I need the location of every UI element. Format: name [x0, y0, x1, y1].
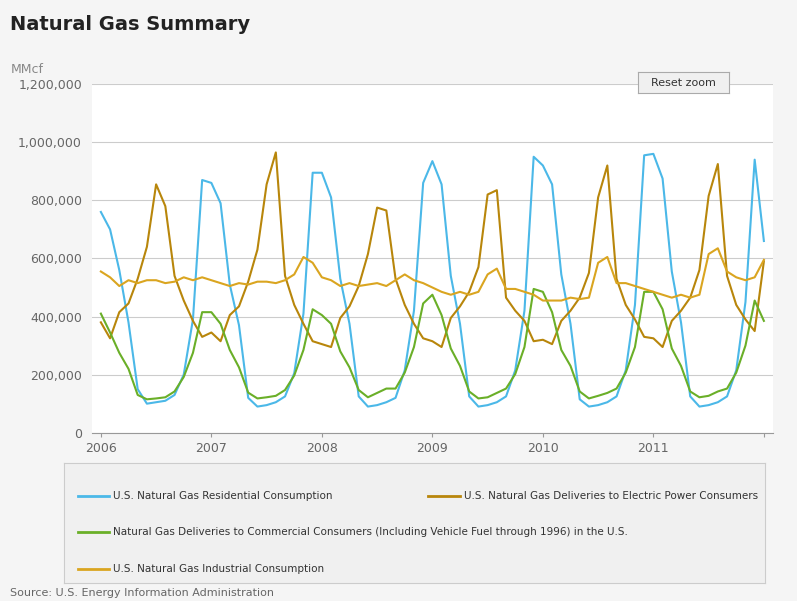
U.S. Natural Gas Deliveries to Electric Power Consumers: [271, 149, 281, 156]
U.S. Natural Gas Industrial Consumption: [676, 291, 685, 298]
U.S. Natural Gas Deliveries to Electric Power Consumers: [446, 314, 456, 322]
Natural Gas Deliveries to Commercial Consumers (Including Vehicle Fuel through 1996) in the U.S.: [142, 395, 151, 403]
U.S. Natural Gas Residential Consumption: [253, 403, 262, 410]
U.S. Natural Gas Residential Consumption: [713, 398, 723, 406]
U.S. Natural Gas Deliveries to Electric Power Consumers: [243, 278, 253, 285]
U.S. Natural Gas Industrial Consumption: [538, 297, 548, 304]
Natural Gas Deliveries to Commercial Consumers (Including Vehicle Fuel through 1996) in the U.S.: [96, 310, 106, 317]
Text: U.S. Natural Gas Deliveries to Electric Power Consumers: U.S. Natural Gas Deliveries to Electric …: [464, 492, 758, 501]
Text: Natural Gas Summary: Natural Gas Summary: [10, 15, 250, 34]
Text: Natural Gas Deliveries to Commercial Consumers (Including Vehicle Fuel through 1: Natural Gas Deliveries to Commercial Con…: [113, 528, 628, 537]
U.S. Natural Gas Industrial Consumption: [658, 291, 667, 298]
Line: U.S. Natural Gas Residential Consumption: U.S. Natural Gas Residential Consumption: [101, 154, 764, 406]
U.S. Natural Gas Residential Consumption: [96, 209, 106, 216]
U.S. Natural Gas Residential Consumption: [649, 150, 658, 157]
Natural Gas Deliveries to Commercial Consumers (Including Vehicle Fuel through 1996) in the U.S.: [685, 388, 695, 395]
U.S. Natural Gas Deliveries to Electric Power Consumers: [336, 314, 345, 322]
U.S. Natural Gas Industrial Consumption: [243, 281, 253, 288]
U.S. Natural Gas Industrial Consumption: [713, 245, 723, 252]
U.S. Natural Gas Deliveries to Electric Power Consumers: [96, 319, 106, 326]
U.S. Natural Gas Deliveries to Electric Power Consumers: [759, 258, 768, 265]
Natural Gas Deliveries to Commercial Consumers (Including Vehicle Fuel through 1996) in the U.S.: [759, 317, 768, 325]
Text: U.S. Natural Gas Industrial Consumption: U.S. Natural Gas Industrial Consumption: [113, 564, 324, 573]
Natural Gas Deliveries to Commercial Consumers (Including Vehicle Fuel through 1996) in the U.S.: [437, 311, 446, 319]
Natural Gas Deliveries to Commercial Consumers (Including Vehicle Fuel through 1996) in the U.S.: [253, 395, 262, 402]
U.S. Natural Gas Residential Consumption: [437, 181, 446, 188]
U.S. Natural Gas Industrial Consumption: [96, 268, 106, 275]
Line: U.S. Natural Gas Industrial Consumption: U.S. Natural Gas Industrial Consumption: [101, 248, 764, 300]
U.S. Natural Gas Deliveries to Electric Power Consumers: [685, 294, 695, 301]
U.S. Natural Gas Industrial Consumption: [759, 256, 768, 263]
U.S. Natural Gas Industrial Consumption: [704, 251, 713, 258]
Natural Gas Deliveries to Commercial Consumers (Including Vehicle Fuel through 1996) in the U.S.: [667, 345, 677, 352]
Natural Gas Deliveries to Commercial Consumers (Including Vehicle Fuel through 1996) in the U.S.: [326, 320, 336, 328]
U.S. Natural Gas Deliveries to Electric Power Consumers: [713, 160, 723, 168]
U.S. Natural Gas Residential Consumption: [685, 393, 695, 400]
U.S. Natural Gas Residential Consumption: [326, 194, 336, 201]
Line: U.S. Natural Gas Deliveries to Electric Power Consumers: U.S. Natural Gas Deliveries to Electric …: [101, 153, 764, 347]
U.S. Natural Gas Industrial Consumption: [427, 284, 437, 291]
U.S. Natural Gas Residential Consumption: [243, 394, 253, 401]
U.S. Natural Gas Residential Consumption: [667, 268, 677, 275]
Text: MMcf: MMcf: [10, 63, 43, 76]
U.S. Natural Gas Deliveries to Electric Power Consumers: [326, 343, 336, 350]
Text: U.S. Natural Gas Residential Consumption: U.S. Natural Gas Residential Consumption: [113, 492, 332, 501]
Text: Source: U.S. Energy Information Administration: Source: U.S. Energy Information Administ…: [10, 588, 274, 598]
Natural Gas Deliveries to Commercial Consumers (Including Vehicle Fuel through 1996) in the U.S.: [713, 388, 723, 395]
Line: Natural Gas Deliveries to Commercial Consumers (Including Vehicle Fuel through 1996) in the U.S.: Natural Gas Deliveries to Commercial Con…: [101, 289, 764, 399]
Text: Reset zoom: Reset zoom: [651, 78, 716, 88]
U.S. Natural Gas Residential Consumption: [759, 237, 768, 245]
U.S. Natural Gas Industrial Consumption: [317, 273, 327, 281]
U.S. Natural Gas Deliveries to Electric Power Consumers: [667, 317, 677, 325]
Natural Gas Deliveries to Commercial Consumers (Including Vehicle Fuel through 1996) in the U.S.: [529, 285, 539, 293]
